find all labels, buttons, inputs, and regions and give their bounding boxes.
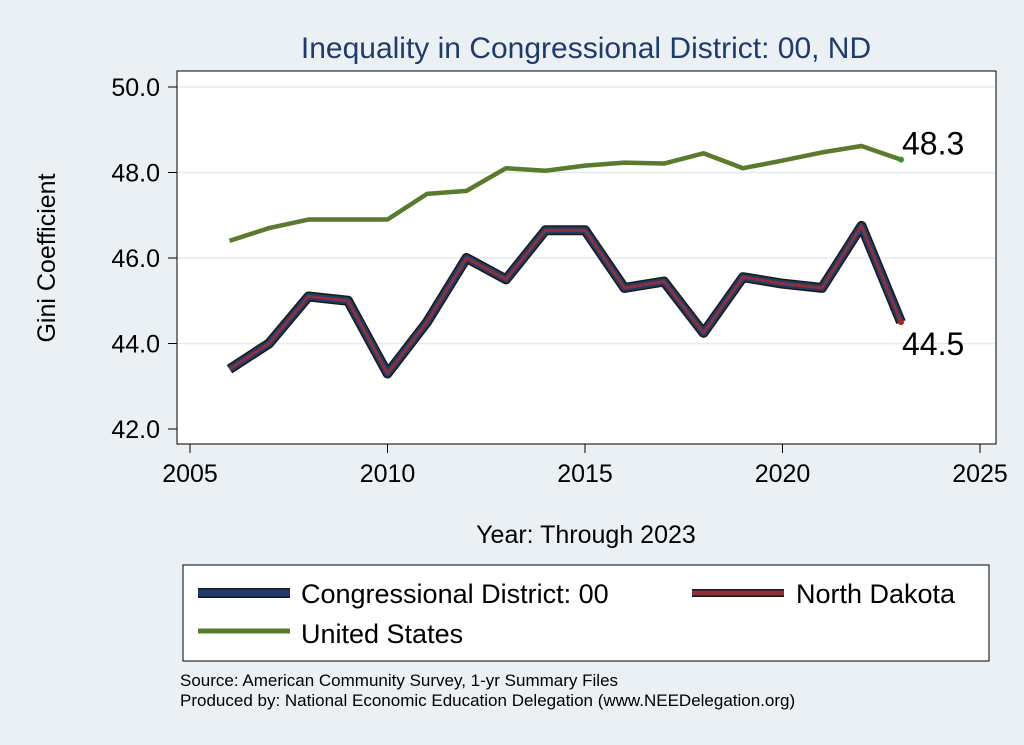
- endpoint-marker-state: [898, 319, 904, 326]
- end-value-label-us: 48.3: [902, 126, 964, 162]
- y-tick-label: 44.0: [111, 331, 160, 359]
- y-tick-label: 50.0: [111, 74, 160, 102]
- x-tick-label: 2025: [952, 460, 1008, 488]
- x-tick-label: 2005: [162, 460, 218, 488]
- x-tick-label: 2020: [755, 460, 811, 488]
- y-axis-title: Gini Coefficient: [33, 173, 61, 342]
- y-tick-label: 46.0: [111, 245, 160, 273]
- legend-label-state: North Dakota: [796, 579, 956, 609]
- x-tick-label: 2015: [557, 460, 613, 488]
- series-line-north-dakota: [228, 224, 903, 375]
- legend: Congressional District: 00 North Dakota …: [182, 564, 990, 662]
- x-axis-title: Year: Through 2023: [476, 521, 696, 549]
- chart-title: Inequality in Congressional District: 00…: [301, 32, 871, 65]
- end-value-label-state: 44.5: [902, 326, 964, 362]
- source-note: Source: American Community Survey, 1-yr …: [180, 671, 619, 690]
- y-tick-label: 42.0: [111, 416, 160, 444]
- series-line-united-states: [228, 143, 902, 244]
- y-tick-label: 48.0: [111, 160, 160, 188]
- legend-label-district: Congressional District: 00: [301, 579, 609, 609]
- legend-label-us: United States: [301, 619, 463, 649]
- x-tick-label: 2010: [360, 460, 416, 488]
- legend-box: [182, 564, 990, 662]
- produced-by-note: Produced by: National Economic Education…: [180, 691, 796, 710]
- endpoint-marker-us: [898, 156, 904, 163]
